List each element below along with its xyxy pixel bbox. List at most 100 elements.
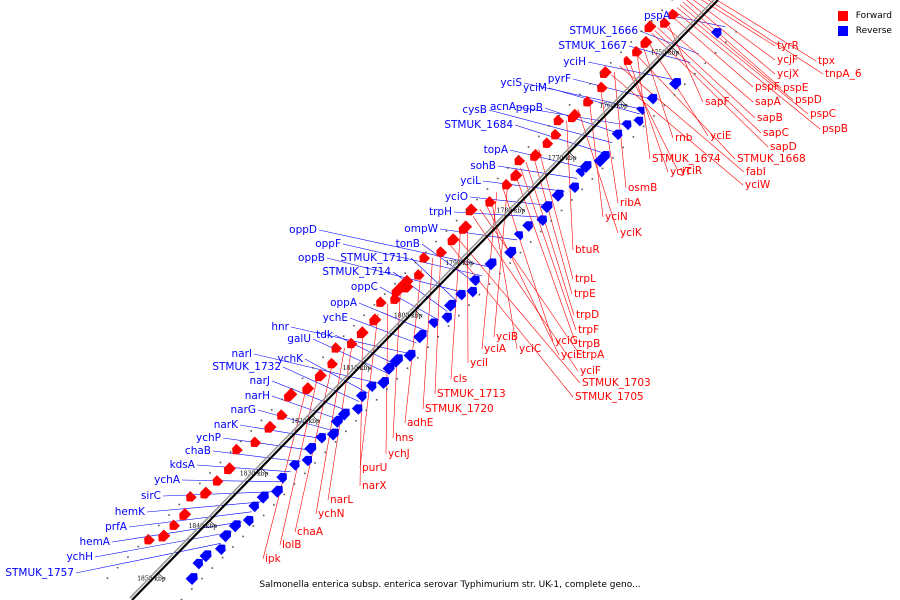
forward-leader (538, 149, 574, 280)
kbp-tick (312, 415, 320, 422)
leader-lines (75, 0, 824, 574)
track-dot (303, 472, 306, 475)
forward-gene-label: ribA (620, 197, 642, 209)
forward-leader (665, 18, 704, 103)
track-dot (653, 115, 655, 117)
forward-leader (654, 30, 762, 134)
reverse-gene-label: yciS (500, 77, 522, 89)
forward-leader (693, 0, 776, 61)
track-dot (312, 366, 314, 369)
reverse-gene-arrow (504, 246, 517, 259)
reverse-gene-arrow (270, 485, 283, 498)
forward-leader (669, 14, 754, 88)
reverse-gene-label: galU (287, 333, 311, 345)
reverse-gene-arrow (337, 408, 350, 421)
forward-gene-arrow (644, 20, 657, 33)
forward-gene-label: rnb (675, 132, 693, 144)
forward-gene-label: tnpA_6 (825, 68, 862, 80)
reverse-leader (162, 491, 272, 497)
forward-gene-arrow (623, 55, 633, 65)
forward-leader (566, 120, 574, 251)
reverse-gene-label: oppD (289, 224, 317, 236)
reverse-gene-label: pyrF (548, 73, 571, 85)
forward-swatch (837, 10, 848, 21)
reverse-gene-arrow (185, 573, 198, 585)
forward-gene-label: STMUK_1720 (425, 403, 494, 415)
forward-leader (708, 0, 824, 75)
reverse-gene-arrow (636, 106, 645, 116)
track-dot (180, 598, 183, 600)
reverse-leader (111, 521, 242, 543)
reverse-gene-arrow (466, 286, 478, 298)
track-dot (704, 62, 707, 65)
track-dot (427, 346, 429, 349)
track-dot (386, 388, 388, 391)
forward-gene-arrow (514, 154, 526, 166)
reverse-gene-label: ychH (66, 551, 93, 563)
reverse-gene-arrow (377, 377, 390, 389)
forward-gene-arrows (144, 8, 679, 545)
forward-gene-label: yciC (519, 343, 541, 355)
kbp-tick (363, 362, 371, 370)
track-dot (468, 304, 470, 306)
forward-leader (599, 86, 619, 204)
forward-gene-label: pspE (783, 82, 808, 94)
legend-reverse: Reverse (837, 23, 892, 38)
track-dot (168, 514, 170, 516)
track-dot (476, 198, 478, 201)
forward-gene-label: sapA (755, 96, 782, 108)
track-dot (632, 136, 635, 138)
reverse-leader (334, 334, 396, 365)
reverse-leader (257, 409, 332, 431)
track-dot (252, 525, 255, 527)
track-dot (499, 272, 501, 275)
forward-gene-label: yciF (580, 365, 601, 377)
reverse-leader (253, 353, 378, 384)
track-dot (671, 0, 674, 1)
forward-gene-label: hns (395, 432, 414, 444)
reverse-gene-arrow (444, 299, 457, 312)
track-dot (445, 230, 448, 232)
track-dot (345, 430, 347, 433)
forward-gene-arrow (553, 114, 565, 126)
forward-leader (472, 216, 579, 372)
forward-gene-arrow (599, 66, 612, 78)
forward-gene-arrow (583, 95, 594, 107)
forward-gene-arrow (212, 475, 224, 486)
reverse-leader (239, 424, 323, 440)
forward-gene-label: STMUK_1668 (737, 153, 806, 165)
forward-leader (588, 97, 604, 218)
forward-gene-arrow (550, 128, 562, 140)
forward-gene-arrow (530, 148, 542, 161)
reverse-leader (304, 358, 368, 394)
forward-leader (467, 222, 469, 364)
forward-leader (279, 375, 319, 546)
reverse-gene-arrow (536, 215, 547, 226)
track-dot (466, 209, 468, 211)
forward-gene-arrow (659, 17, 671, 28)
forward-gene-label: trpF (578, 324, 599, 336)
forward-gene-arrow (369, 313, 382, 326)
forward-leader (716, 0, 817, 62)
forward-gene-label: narX (362, 480, 387, 492)
forward-gene-label: tpx (818, 55, 835, 67)
reverse-gene-arrow (633, 116, 644, 127)
reverse-gene-arrow (568, 182, 580, 193)
kbp-tick (158, 572, 165, 580)
reverse-gene-label: STMUK_1714 (322, 266, 391, 278)
forward-gene-label: tyrR (777, 40, 799, 52)
forward-leader (636, 49, 651, 160)
reverse-leader (421, 243, 476, 284)
track-dot (661, 9, 663, 12)
track-dot (642, 125, 645, 128)
forward-gene-label: yciT (670, 166, 692, 178)
reverse-gene-arrow (441, 312, 452, 324)
forward-gene-arrow (331, 342, 342, 353)
forward-gene-arrow (314, 369, 327, 382)
reverse-gene-label: yciH (563, 56, 586, 68)
gene-labels: pspA STMUK_1666 STMUK_1667 yciH pyrF yciS yciM… (5, 10, 862, 579)
reverse-gene-arrow (413, 329, 427, 344)
track-dot (683, 83, 686, 86)
track-dot (232, 546, 234, 548)
